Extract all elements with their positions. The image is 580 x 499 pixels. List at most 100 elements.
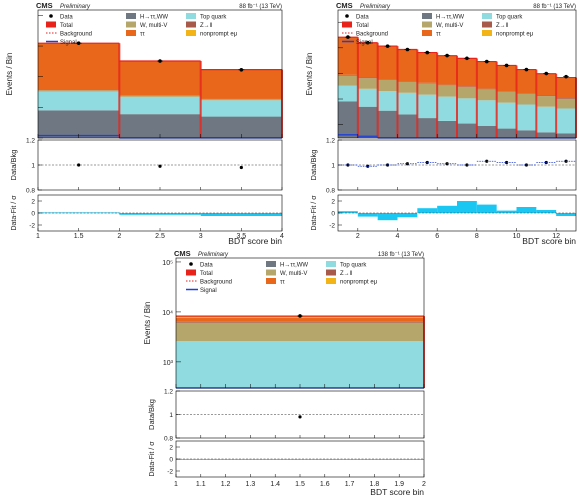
total-edge-bin-9: [515, 65, 518, 138]
legend-label: ττ: [436, 32, 441, 38]
legend-label: Z→ll: [340, 271, 352, 277]
bar-tautau-bin-1: [38, 43, 120, 91]
bar-tautau-bin-4: [397, 49, 418, 82]
ratio-ytick-label: 1.2: [164, 389, 173, 396]
ratio-point-4: [405, 162, 410, 166]
legend-label: Total: [60, 23, 73, 29]
pull-bar-bin-10: [516, 207, 537, 213]
bar-ztoll-bin-10: [516, 93, 537, 94]
pull-ytick-label: 0: [331, 211, 335, 218]
total-edge-bin-10: [535, 69, 538, 138]
xtick-label: 4: [396, 233, 400, 240]
total-edge-bin-7: [475, 58, 478, 138]
bar-top-bin-8: [476, 100, 497, 126]
ratio-point-1: [77, 163, 81, 167]
legend-label: Top quark: [200, 15, 227, 21]
legend-label: nonprompt eμ: [200, 32, 238, 38]
pull-bar-bin-3: [200, 213, 282, 216]
legend-swatch-3: [46, 21, 56, 28]
ratio-point-2: [366, 164, 370, 168]
pull-bar-bin-2: [357, 213, 378, 217]
ratio-ytick-label: 1: [31, 163, 35, 170]
ratio-y-axis-title: Data/Bkg: [9, 150, 18, 181]
xtick-label: 1: [174, 481, 178, 488]
bar-top-bin-2: [119, 96, 201, 115]
data-point-3: [385, 44, 390, 48]
pull-bar-bin-1: [176, 459, 424, 460]
legend-label: Data: [200, 263, 213, 269]
ratio-point-7: [465, 163, 469, 167]
data-point-9: [504, 63, 509, 68]
pull-ytick-label: 0: [31, 211, 35, 218]
legend-swatch-1: [422, 13, 432, 19]
bar-higgs-bin-1: [38, 110, 120, 138]
xtick-label: 10: [513, 233, 521, 240]
bar-top-bin-3: [200, 100, 282, 117]
ratio-point-3: [385, 163, 390, 167]
data-point-12: [564, 74, 568, 79]
bar-higgs-bin-9: [496, 128, 517, 138]
bar-top-bin-2: [357, 88, 378, 107]
x-axis-title: BDT score bin: [522, 236, 576, 246]
bar-higgs-bin-2: [119, 114, 201, 138]
data-point-2: [365, 40, 370, 45]
pull-ytick-label: 0: [169, 457, 173, 464]
bar-wv-bin-1: [38, 90, 120, 92]
legend-swatch-2: [482, 13, 492, 19]
pull-y-axis-title: Data-Fit / σ: [149, 441, 156, 477]
legend-swatch-2: [186, 13, 196, 19]
xtick-label: 1.2: [221, 481, 231, 488]
bar-top-bin-11: [536, 106, 557, 133]
bar-ztoll-bin-9: [496, 91, 517, 92]
data-point-1: [76, 41, 81, 45]
ratio-point-2: [158, 164, 162, 168]
bar-top-bin-6: [437, 96, 457, 121]
pull-ytick-label: 2: [169, 445, 173, 452]
bar-higgs-bin-7: [457, 123, 477, 138]
bar-top-bin-12: [556, 108, 576, 134]
bar-wv-bin-3: [200, 99, 282, 101]
total-edge-bin-2: [199, 60, 202, 139]
ytick-label: 10³: [163, 360, 174, 367]
xtick-label: 8: [475, 233, 479, 240]
bar-wv-bin-7: [457, 86, 477, 99]
legend-swatch-1: [266, 261, 276, 267]
ratio-ytick-label: 0.8: [26, 188, 35, 195]
bar-wv-bin-1: [176, 322, 424, 342]
legend-label: Total: [200, 271, 213, 277]
legend-label: Data: [60, 15, 73, 21]
bar-tautau-bin-12: [556, 78, 576, 99]
bar-tautau-bin-7: [457, 58, 477, 87]
total-edge-bin-6: [456, 55, 458, 138]
ratio-point-9: [504, 160, 509, 165]
y-axis-title: Events / Bin: [305, 53, 314, 96]
bar-wv-bin-10: [516, 93, 537, 105]
bar-higgs-bin-3: [377, 110, 398, 138]
total-edge-bin-3: [396, 46, 399, 139]
ratio-point-3: [239, 165, 243, 170]
bar-ztoll-bin-6: [437, 84, 457, 86]
pull-bar-bin-12: [556, 213, 576, 216]
legend-swatch-8: [186, 30, 196, 36]
data-point-4: [405, 47, 410, 52]
bar-tautau-bin-5: [417, 52, 438, 83]
pull-bar-bin-5: [417, 208, 438, 213]
bar-ztoll-bin-7: [457, 86, 477, 87]
pull-y-axis-title: Data-Fit / σ: [11, 195, 18, 231]
legend-label: Z→ll: [200, 23, 212, 29]
legend-swatch-7: [266, 278, 276, 284]
cms-label: CMS: [36, 1, 53, 10]
legend: Data H→ττ,WW Top quark Total W, multi-V Z→ll B…: [186, 261, 378, 294]
bar-higgs-bin-2: [357, 106, 378, 138]
ratio-y-axis-title: Data/Bkg: [147, 399, 156, 430]
pull-bar-bin-11: [536, 210, 557, 213]
legend-marker-data: [189, 262, 193, 266]
legend-swatch-5: [186, 21, 196, 28]
bar-ztoll-bin-3: [377, 79, 398, 80]
total-edge-bin-1: [356, 37, 359, 139]
pull-bar-bin-2: [119, 213, 201, 215]
legend-label: Signal: [60, 40, 77, 46]
ratio-point-12: [564, 159, 568, 163]
